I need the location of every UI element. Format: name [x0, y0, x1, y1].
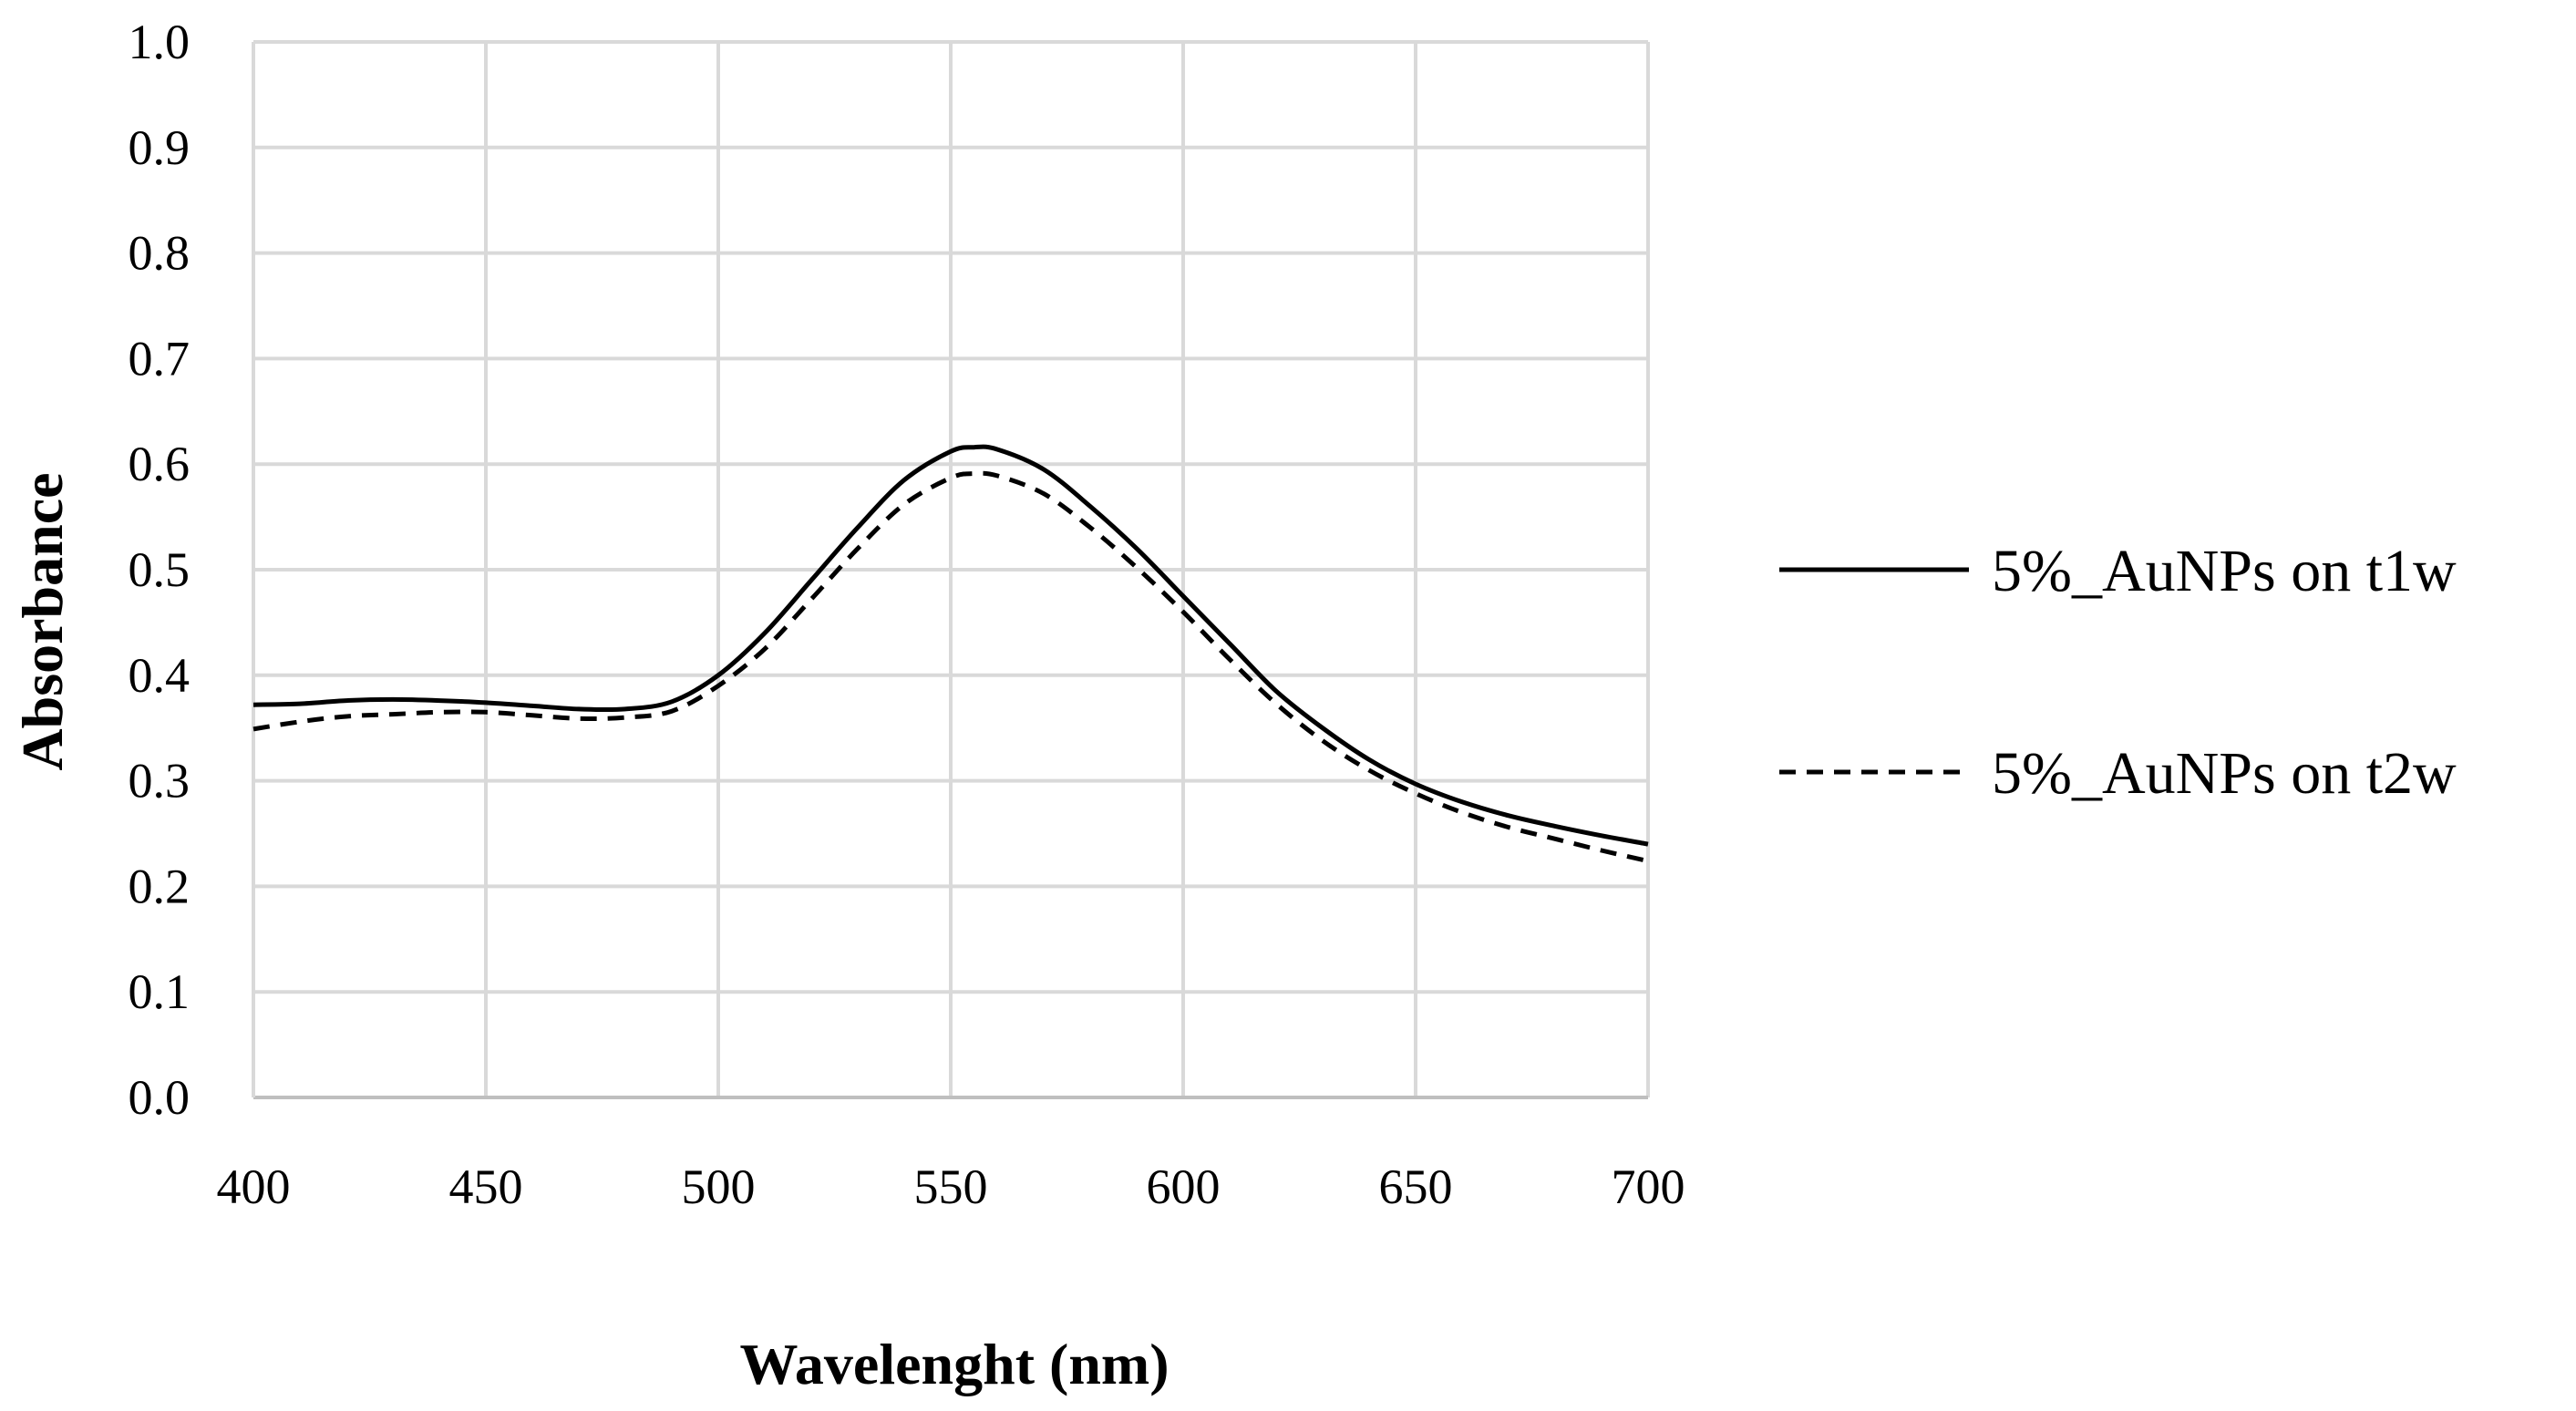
- series-line-t1w: [252, 444, 1649, 847]
- y-tick-label: 0.2: [129, 859, 191, 913]
- x-tick-label: 700: [1612, 1159, 1685, 1214]
- y-tick-label: 0.3: [129, 754, 191, 808]
- y-tick-label: 0.7: [129, 331, 191, 386]
- x-tick-label: 500: [682, 1159, 756, 1214]
- y-axis-title: Absorbance: [10, 472, 75, 770]
- y-tick-label: 0.9: [129, 120, 191, 175]
- series-line-t2w: [252, 470, 1649, 864]
- legend-label-t1w: 5%_AuNPs on t1w: [1992, 538, 2457, 604]
- x-tick-label: 650: [1379, 1159, 1453, 1214]
- y-tick-label: 0.5: [129, 542, 191, 597]
- x-tick-label: 550: [914, 1159, 988, 1214]
- axes: [252, 42, 1648, 1099]
- x-tick-label: 450: [449, 1159, 523, 1214]
- y-tick-label: 0.6: [129, 437, 191, 491]
- y-tick-label: 0.1: [129, 964, 191, 1019]
- y-tick-label: 0.4: [129, 648, 191, 703]
- y-tick-label: 1.0: [129, 15, 191, 69]
- x-tick-label: 600: [1147, 1159, 1221, 1214]
- y-tick-label: 0.0: [129, 1070, 191, 1125]
- tick-labels: 0.0 0.1 0.2 0.3 0.4 0.5 0.6 0.7 0.8 0.9 1.0 400 450 5…: [129, 15, 1685, 1214]
- legend: 5%_AuNPs on t1w 5%_AuNPs on t2w: [1779, 538, 2457, 807]
- x-axis-title: Wavelenght (nm): [739, 1332, 1169, 1396]
- x-tick-label: 400: [217, 1159, 291, 1214]
- data-series: [252, 444, 1649, 864]
- grid-lines: [252, 40, 1650, 1097]
- legend-label-t2w: 5%_AuNPs on t2w: [1992, 740, 2457, 807]
- y-tick-label: 0.8: [129, 226, 191, 281]
